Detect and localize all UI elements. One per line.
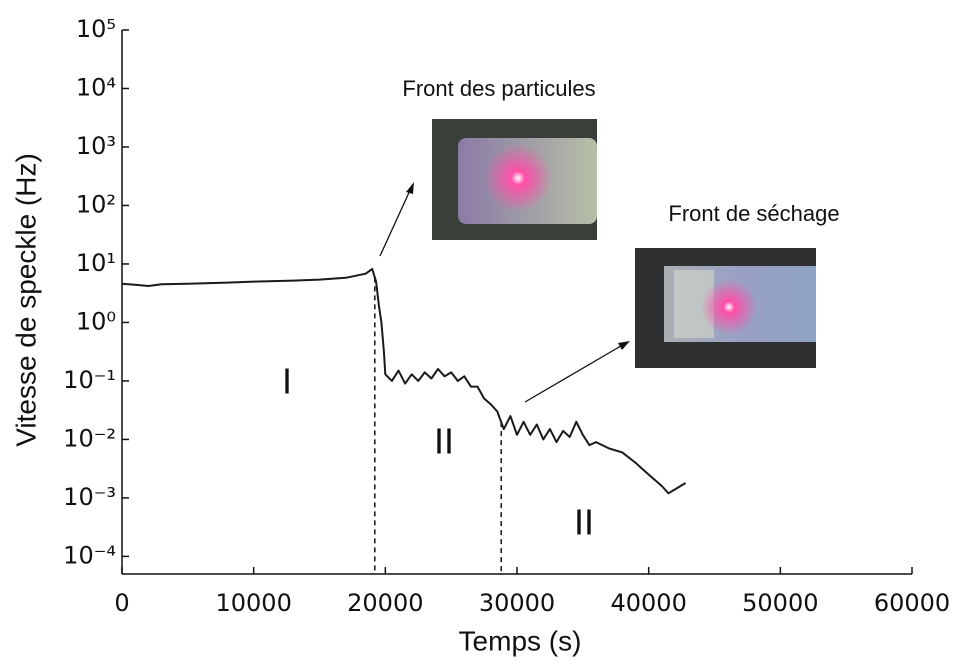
data-line (121, 268, 687, 495)
y-tick-label: 10⁻¹ (63, 366, 116, 394)
x-tick-label: 20000 (347, 589, 423, 617)
x-tick-label: 30000 (479, 589, 555, 617)
y-tick-label: 10³ (76, 132, 116, 160)
arrow (379, 185, 413, 257)
image-drying (635, 248, 816, 368)
x-tick-label: 50000 (742, 589, 818, 617)
annotation: II (574, 502, 594, 543)
y-tick-label: 10⁻² (63, 424, 116, 452)
y-tick-label: 10⁰ (76, 307, 116, 335)
annotation: Front des particules (402, 76, 595, 101)
x-tick-label: 0 (114, 589, 129, 617)
x-tick-label: 60000 (874, 589, 950, 617)
y-tick-label: 10¹ (76, 249, 116, 277)
y-tick-label: 10⁻⁴ (63, 541, 116, 569)
arrowhead (618, 341, 630, 350)
y-tick-label: 10⁻³ (63, 483, 116, 511)
x-tick-label: 10000 (215, 589, 291, 617)
annotation: Front de séchage (668, 201, 839, 226)
y-tick-label: 10⁵ (76, 15, 116, 43)
annotation: II (434, 421, 454, 462)
y-axis-label: Vitesse de speckle (Hz) (10, 153, 41, 447)
x-tick-label: 40000 (610, 589, 686, 617)
annotation: I (282, 361, 292, 402)
arrowhead (406, 182, 414, 194)
y-tick-label: 10² (76, 190, 116, 218)
image-particles (432, 119, 597, 240)
arrow (524, 342, 627, 403)
x-axis-label: Temps (s) (459, 625, 582, 656)
y-tick-label: 10⁴ (76, 73, 116, 101)
